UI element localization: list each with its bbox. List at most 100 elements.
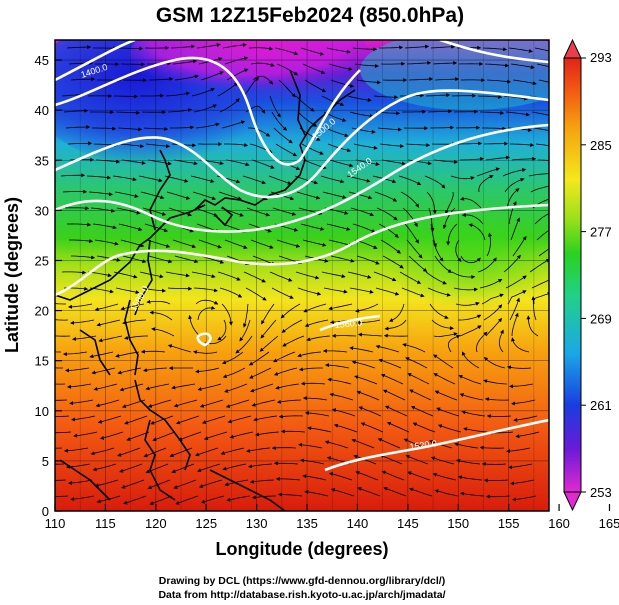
streamline xyxy=(425,93,451,98)
streamline xyxy=(94,303,119,312)
streamline xyxy=(302,396,328,401)
streamline xyxy=(174,255,199,264)
streamline xyxy=(300,47,325,56)
streamline xyxy=(485,155,510,161)
streamline xyxy=(461,212,484,225)
streamline xyxy=(198,479,223,488)
streamline xyxy=(328,63,353,71)
streamline xyxy=(433,332,458,338)
streamline xyxy=(120,303,145,311)
streamline xyxy=(357,487,381,497)
streamline xyxy=(432,61,458,66)
plot-area: 1400.0 1520.0 1560.0 1540.0 1500.0 1580.… xyxy=(55,40,549,511)
streamline xyxy=(146,239,171,248)
streamline xyxy=(147,479,171,490)
streamline xyxy=(169,447,193,458)
streamline xyxy=(144,223,169,233)
streamline xyxy=(379,45,404,50)
streamline xyxy=(325,127,349,138)
streamline xyxy=(143,126,169,131)
streamline xyxy=(55,479,67,481)
wind-streamlines xyxy=(55,42,549,505)
streamline xyxy=(503,95,528,101)
streamline xyxy=(249,479,275,484)
streamline xyxy=(67,141,93,146)
streamline xyxy=(538,79,549,83)
streamline xyxy=(276,399,302,404)
streamline xyxy=(384,319,407,331)
streamline xyxy=(122,319,147,325)
streamline xyxy=(482,47,508,52)
y-tick-label: 35 xyxy=(35,153,49,168)
streamline xyxy=(328,472,353,481)
streamline xyxy=(424,175,446,189)
streamline xyxy=(460,255,481,264)
streamline xyxy=(482,126,507,131)
streamline xyxy=(432,472,457,481)
credit-drawing: Drawing by DCL (https://www.gfd-dennou.o… xyxy=(159,575,445,587)
streamline xyxy=(484,397,510,402)
streamline xyxy=(222,42,247,49)
streamline xyxy=(511,156,537,161)
streamline xyxy=(508,47,533,53)
streamline xyxy=(92,223,117,230)
streamline xyxy=(526,315,539,337)
streamline xyxy=(176,415,200,425)
streamline xyxy=(347,95,372,103)
streamline xyxy=(150,415,174,425)
streamline xyxy=(195,367,220,374)
streamline xyxy=(358,406,382,417)
streamline xyxy=(451,271,476,280)
streamline xyxy=(114,94,139,99)
x-tick-label: 140 xyxy=(347,516,369,531)
streamline xyxy=(330,79,355,88)
streamline xyxy=(226,495,251,502)
streamline xyxy=(380,239,401,254)
streamline xyxy=(460,156,485,161)
streamline xyxy=(461,351,480,369)
streamline xyxy=(326,223,351,231)
streamline xyxy=(271,111,288,131)
streamline xyxy=(430,44,456,49)
streamline xyxy=(506,447,531,454)
streamline xyxy=(301,143,324,155)
streamline xyxy=(407,373,430,385)
y-axis-ticks: 0 5 10 15 20 25 30 35 40 45 xyxy=(35,53,62,519)
streamline xyxy=(175,495,199,505)
streamline xyxy=(298,442,323,449)
streamline xyxy=(505,111,530,117)
streamline xyxy=(70,77,96,82)
streamline xyxy=(229,431,254,439)
streamline xyxy=(142,207,167,216)
x-tick-label: 115 xyxy=(95,516,116,531)
streamline xyxy=(431,319,454,331)
streamline xyxy=(378,358,402,369)
streamline xyxy=(55,463,65,465)
streamline xyxy=(188,314,201,337)
streamline xyxy=(200,255,225,264)
streamline xyxy=(433,159,459,164)
streamline xyxy=(534,213,549,225)
streamline xyxy=(402,207,418,228)
streamline xyxy=(322,348,348,353)
streamline xyxy=(168,207,192,217)
map-title: GSM 12Z15Feb2024 (850.0hPa) xyxy=(156,4,464,27)
colorbar-label: 285 xyxy=(590,138,612,153)
streamline xyxy=(261,303,275,325)
streamline xyxy=(458,314,482,321)
streamline xyxy=(55,351,61,353)
x-tick-label: 155 xyxy=(498,516,520,531)
streamline xyxy=(60,173,86,178)
streamline xyxy=(346,175,371,183)
streamline xyxy=(322,191,347,199)
streamline xyxy=(478,175,494,193)
streamline xyxy=(149,495,173,505)
plot-frame xyxy=(54,39,550,512)
streamline xyxy=(327,377,352,385)
streamline xyxy=(199,399,224,408)
streamline xyxy=(408,77,434,82)
streamline xyxy=(477,257,497,273)
streamline xyxy=(324,440,349,449)
streamline xyxy=(98,335,123,343)
streamline xyxy=(224,239,248,249)
